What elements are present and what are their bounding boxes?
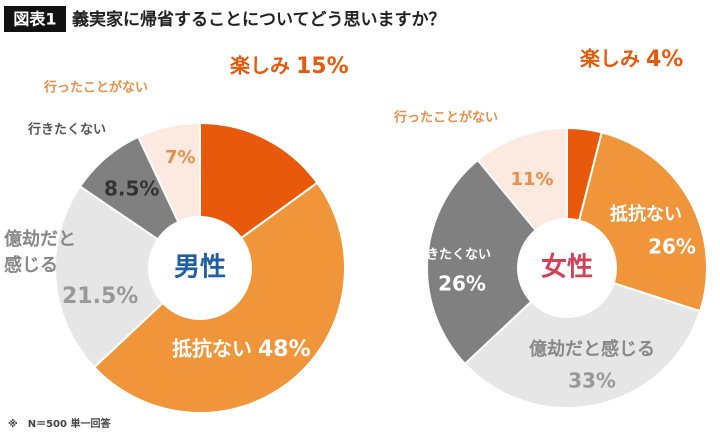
category-label: 抵抗ない	[610, 203, 682, 225]
center-title: 女性	[541, 252, 593, 283]
slice	[54, 185, 202, 369]
value-label: 7%	[165, 147, 196, 168]
category-label: 行きたくない	[412, 247, 491, 263]
category-label: 楽しみ	[580, 47, 640, 71]
footnote: ※ N＝500 単一回答	[8, 417, 111, 430]
category-label: 行ったことがない	[43, 80, 148, 96]
value-label: 26%	[438, 272, 486, 296]
value-label: 8.5%	[104, 177, 159, 201]
slice	[426, 158, 569, 366]
category-label: 楽しみ	[230, 54, 290, 78]
category-label: 行ったことがない	[393, 110, 498, 126]
center-title: 男性	[174, 253, 226, 283]
category-label: 億劫だと感じる	[529, 338, 655, 360]
value-label: 33%	[568, 369, 616, 393]
value-label: 4%	[646, 47, 683, 72]
badge-bg	[4, 6, 66, 32]
value-label: 15%	[296, 54, 349, 79]
center-hole	[148, 216, 252, 320]
category-label: 抵抗ない	[172, 337, 252, 361]
value-label: 48%	[258, 337, 311, 362]
category-label: 億劫だと感じる	[4, 228, 76, 276]
value-label: 21.5%	[62, 284, 138, 309]
value-label: 11%	[510, 169, 553, 190]
category-label: 行きたくない	[27, 122, 106, 138]
value-label: 26%	[648, 235, 696, 259]
page-title: 義実家に帰省することについてどう思いますか？	[72, 9, 446, 30]
center-hole	[517, 218, 617, 318]
slice	[463, 266, 702, 409]
badge: 図表1	[13, 10, 56, 29]
